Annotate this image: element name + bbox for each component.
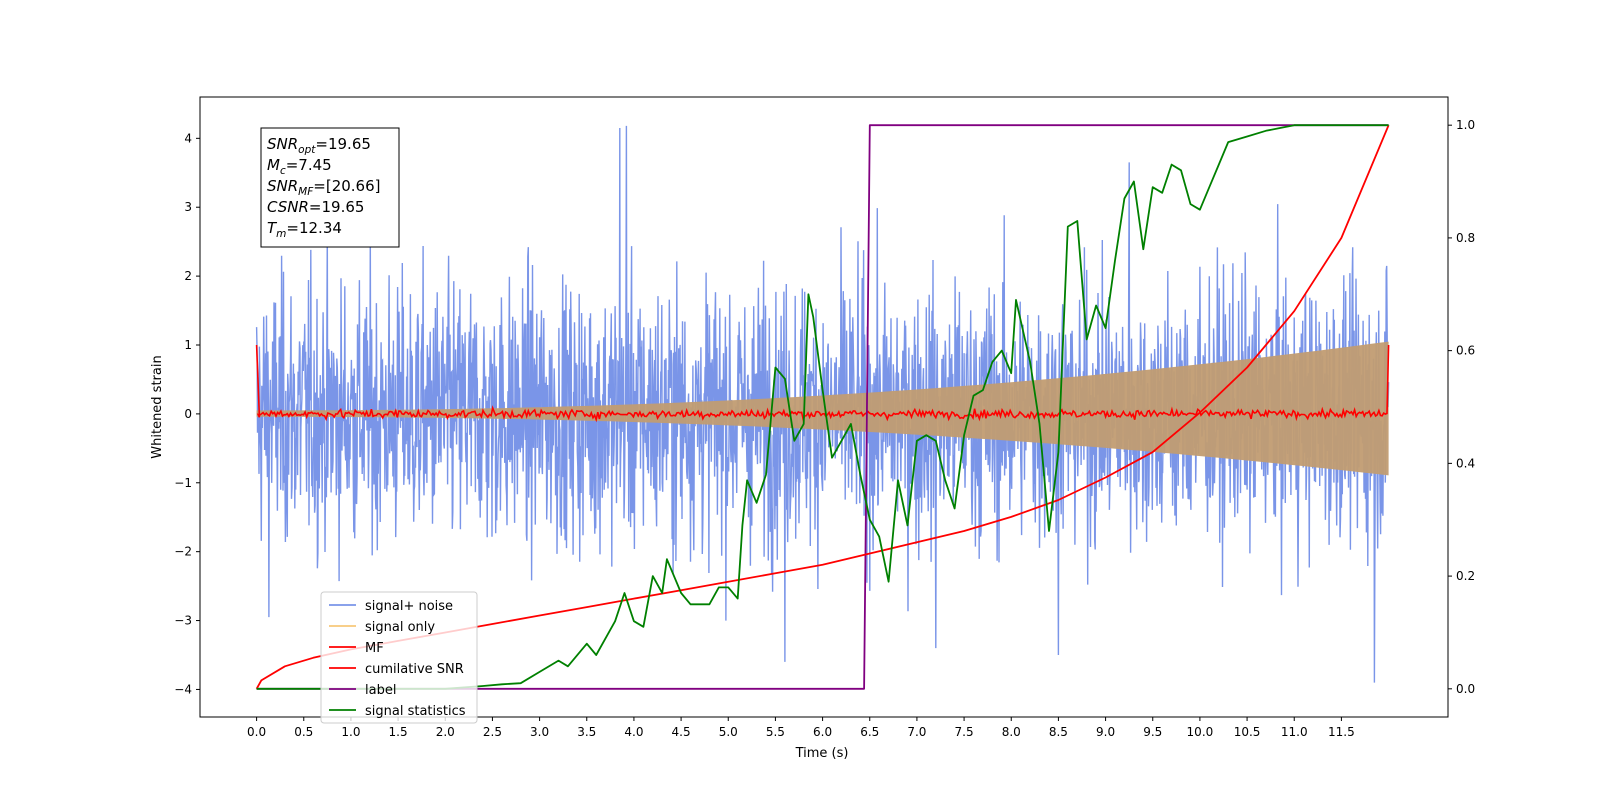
- annotation-line: Tm=12.34: [267, 219, 342, 240]
- y-right-tick-label: 0.2: [1456, 569, 1475, 583]
- series-layer: [255, 124, 1390, 690]
- x-tick-label: 8.0: [1002, 725, 1021, 739]
- y-left-tick-label: −2: [174, 545, 192, 559]
- y-left-tick-label: 2: [184, 269, 192, 283]
- annotation-line: SNRMF=[20.66]: [267, 177, 381, 198]
- x-tick-label: 7.0: [907, 725, 926, 739]
- x-tick-label: 6.5: [860, 725, 879, 739]
- y-right-tick-label: 0.8: [1456, 231, 1475, 245]
- x-tick-label: 11.5: [1328, 725, 1355, 739]
- x-tick-label: 2.0: [436, 725, 455, 739]
- x-tick-label: 7.5: [955, 725, 974, 739]
- y-left-tick-label: −3: [174, 614, 192, 628]
- series-signal-only: [256, 341, 1389, 476]
- legend-label: MF: [365, 641, 384, 656]
- x-tick-label: 10.5: [1234, 725, 1261, 739]
- x-tick-label: 11.0: [1281, 725, 1308, 739]
- legend: signal+ noise signal only MF cumilative SNR…: [320, 591, 478, 724]
- y-right-tick-label: 0.4: [1456, 456, 1475, 470]
- plot-frame: [199, 96, 1449, 718]
- x-tick-label: 3.0: [530, 725, 549, 739]
- annotation-line: CSNR=19.65: [267, 198, 364, 216]
- legend-frame: [320, 591, 478, 724]
- annotation-box: SNRopt=19.65Mc=7.45SNRMF=[20.66]CSNR=19.…: [260, 127, 400, 248]
- y-left-tick-label: 0: [184, 407, 192, 421]
- x-axis: 0.0 0.5 1.0 1.5 2.0 2.5 3.0 3.5 4.0 4.5 5.0 5.5 6.0 6…: [247, 717, 1355, 739]
- x-tick-label: 8.5: [1049, 725, 1068, 739]
- x-tick-label: 6.0: [813, 725, 832, 739]
- x-tick-label: 5.0: [719, 725, 738, 739]
- x-tick-label: 4.5: [672, 725, 691, 739]
- x-axis-label: Time (s): [795, 746, 849, 761]
- x-tick-label: 1.0: [341, 725, 360, 739]
- x-tick-label: 4.0: [624, 725, 643, 739]
- y-right-tick-label: 0.6: [1456, 344, 1475, 358]
- x-tick-label: 5.5: [766, 725, 785, 739]
- x-tick-label: 10.0: [1187, 725, 1214, 739]
- annotation-frame: [260, 127, 400, 248]
- series-signal-statistics: [256, 124, 1389, 690]
- y-axis-right: 1.0 0.8 0.6 0.4 0.2 0.0: [1448, 118, 1475, 696]
- x-tick-label: 0.0: [247, 725, 266, 739]
- y-left-tick-label: −4: [174, 682, 192, 696]
- y-left-tick-label: 3: [184, 200, 192, 214]
- legend-label: signal only: [365, 620, 435, 635]
- series-label: [256, 124, 1389, 690]
- legend-label: signal statistics: [365, 704, 466, 719]
- legend-label: label: [365, 683, 396, 698]
- legend-label: cumilative SNR: [365, 662, 464, 677]
- y-left-tick-label: 1: [184, 338, 192, 352]
- y-left-tick-label: −1: [174, 476, 192, 490]
- x-tick-label: 0.5: [294, 725, 313, 739]
- x-tick-label: 1.5: [389, 725, 408, 739]
- x-tick-label: 9.0: [1096, 725, 1115, 739]
- x-tick-label: 9.5: [1143, 725, 1162, 739]
- x-tick-label: 2.5: [483, 725, 502, 739]
- series-signal-noise: [255, 125, 1390, 683]
- y-axis-left-label: Whitened strain: [150, 355, 165, 458]
- annotation-line: SNRopt=19.65: [267, 135, 371, 156]
- y-right-tick-label: 1.0: [1456, 118, 1475, 132]
- y-axis-left: 4 3 2 1 0 −1 −2 −3 −4: [174, 131, 200, 696]
- annotation-line: Mc=7.45: [267, 156, 332, 177]
- series-mf: [255, 344, 1390, 423]
- y-left-tick-label: 4: [184, 131, 192, 145]
- legend-label: signal+ noise: [365, 599, 453, 614]
- y-right-tick-label: 0.0: [1456, 682, 1475, 696]
- x-tick-label: 3.5: [577, 725, 596, 739]
